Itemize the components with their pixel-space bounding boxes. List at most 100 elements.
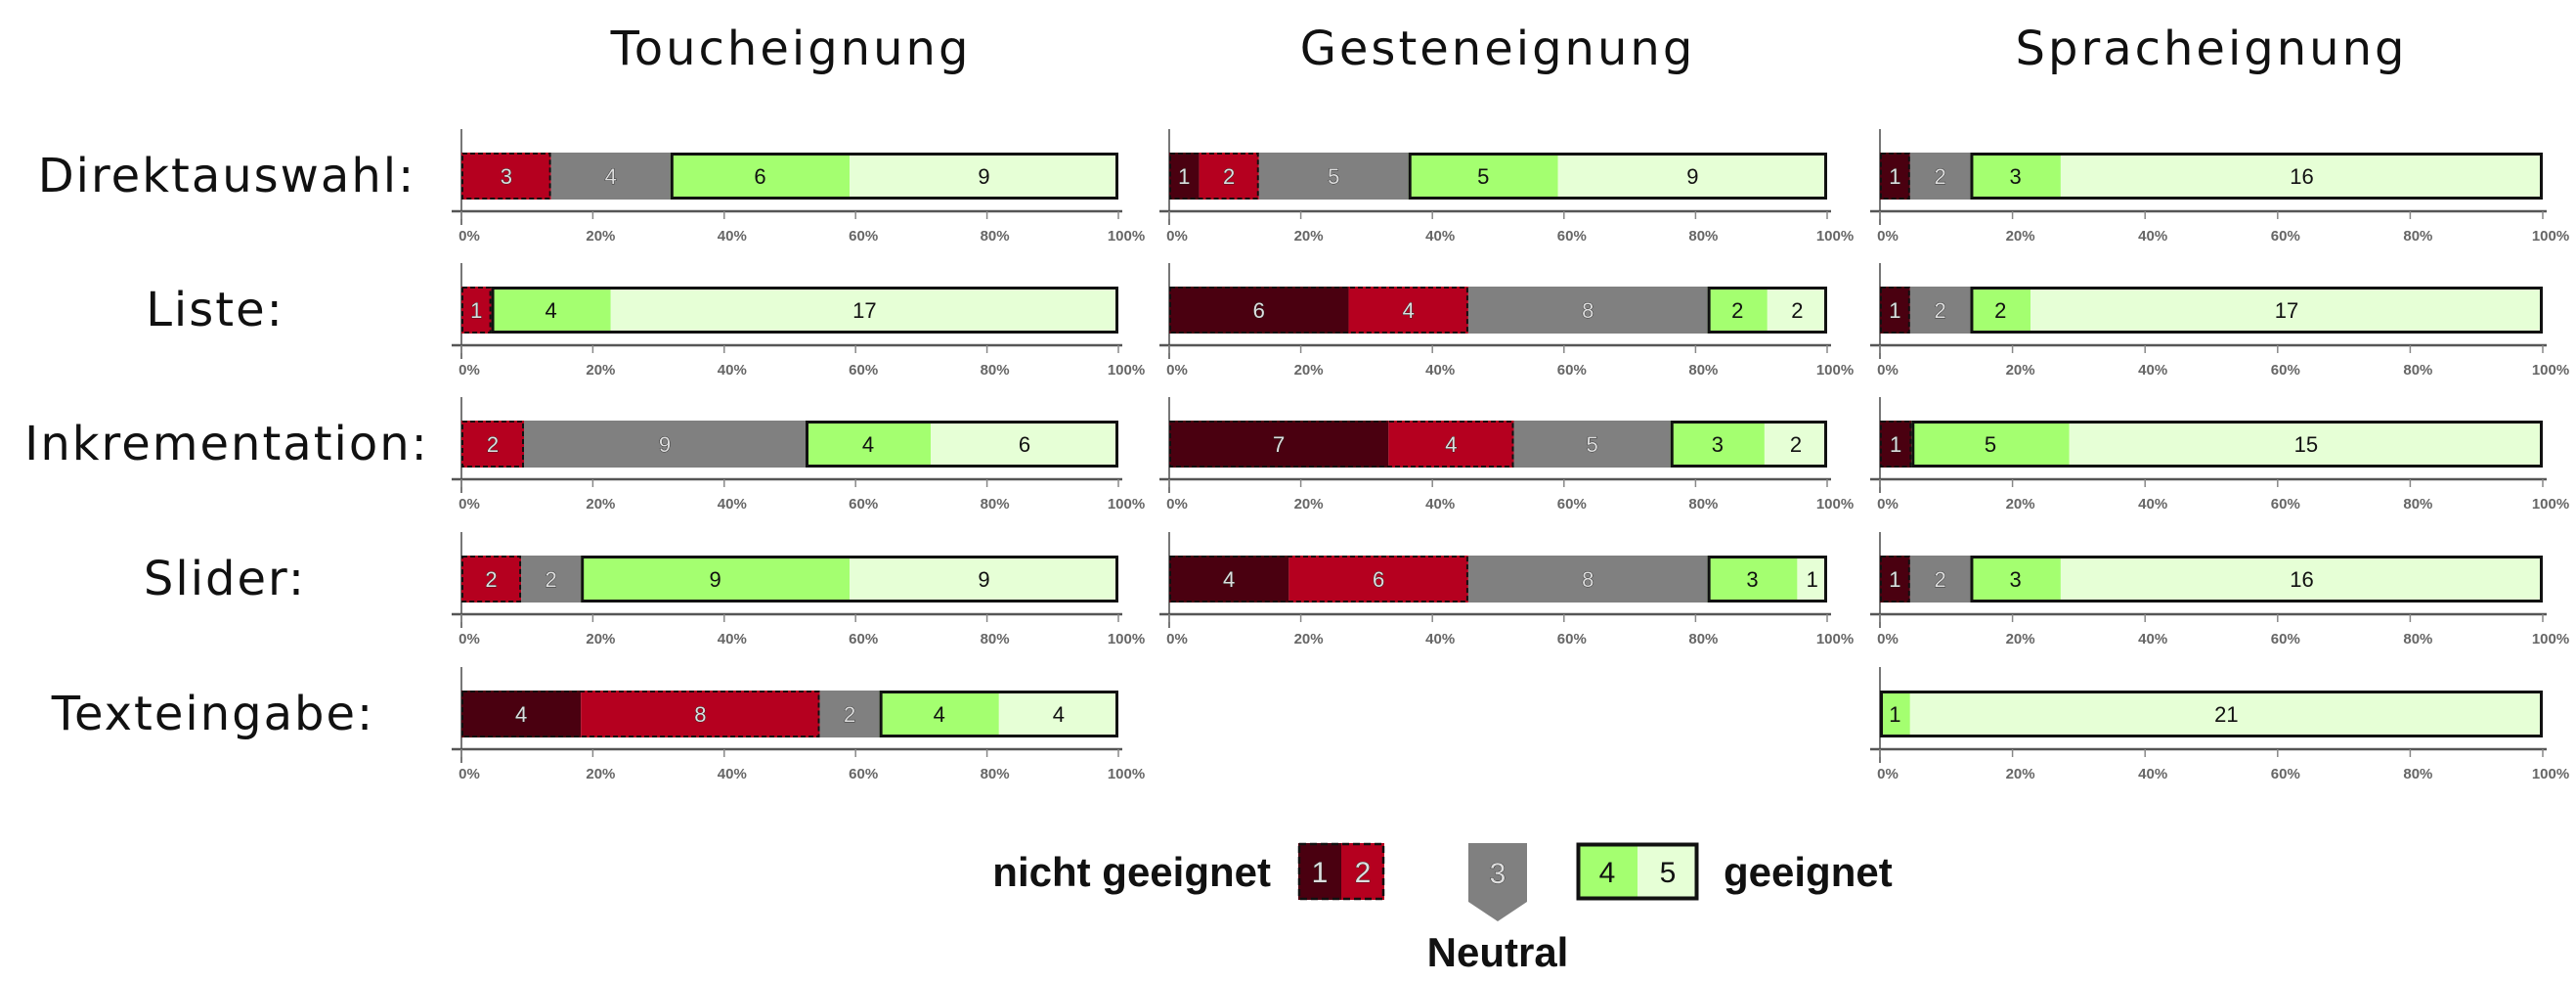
bar-segment	[1169, 287, 1349, 334]
x-tick-label: 0%	[1877, 362, 1899, 379]
negative-group-outline	[461, 153, 551, 200]
bar-segment	[1970, 556, 2061, 603]
x-tick-label: 0%	[1877, 631, 1899, 647]
panel: 0% 20% 40% 60% 80% 100% 4 8 2 4 4	[452, 667, 1145, 782]
data-label: 17	[852, 298, 876, 323]
x-tick-label: 100%	[1108, 766, 1145, 782]
negative-group-outline	[461, 556, 522, 603]
x-tick-label: 20%	[1294, 496, 1324, 513]
data-label: 17	[2275, 298, 2298, 323]
positive-group-outline	[1707, 556, 1827, 603]
bar-segment	[670, 153, 851, 200]
x-tick-label: 100%	[1816, 362, 1854, 379]
row-label: Direktauswahl:	[38, 149, 416, 203]
bar-segment	[550, 153, 671, 200]
row-label: Texteingabe:	[51, 687, 374, 741]
data-label: 21	[2214, 702, 2238, 727]
bar-segment	[850, 153, 1118, 200]
x-tick-label: 20%	[1294, 362, 1324, 379]
x-tick-label: 40%	[718, 631, 747, 647]
legend-swatches: 1 2 4 5 3	[1297, 842, 1699, 921]
data-label: 2	[1935, 298, 1946, 323]
bar-segment	[461, 287, 492, 334]
bar-segment	[1880, 556, 1910, 603]
positive-group-outline	[1880, 691, 2543, 737]
bar-segment	[1557, 153, 1827, 200]
data-label: 2	[487, 432, 499, 457]
positive-group-outline	[491, 287, 1118, 334]
data-label: 3	[2010, 164, 2022, 189]
bar-segment	[1797, 556, 1827, 603]
data-label: 1	[1889, 164, 1900, 189]
data-label: 15	[2294, 432, 2318, 457]
negative-group-outline	[461, 691, 820, 737]
bar-segment	[1707, 556, 1798, 603]
data-label: 4	[546, 298, 557, 323]
panel: 0% 20% 40% 60% 80% 100% 1 21	[1870, 667, 2569, 782]
x-tick-label: 40%	[718, 228, 747, 245]
bar-segment	[1880, 153, 1910, 200]
x-tick-label: 0%	[458, 496, 480, 513]
bar-segment	[850, 556, 1118, 603]
x-tick-label: 80%	[981, 631, 1010, 647]
bar-segment	[806, 421, 931, 468]
data-label: 9	[710, 567, 721, 592]
data-label: 2	[844, 702, 855, 727]
bar-segment	[2060, 556, 2543, 603]
row-labels: Direktauswahl: Liste: Inkrementation: Slide…	[24, 149, 427, 741]
data-label: 3	[1746, 567, 1758, 592]
x-tick-label: 20%	[2006, 228, 2035, 245]
bar-segment	[1911, 421, 2070, 468]
bar-segment	[461, 421, 524, 468]
data-label: 4	[934, 702, 945, 727]
x-tick-label: 40%	[1425, 228, 1455, 245]
data-label: 4	[1445, 432, 1457, 457]
x-tick-label: 60%	[2271, 228, 2300, 245]
data-label: 2	[1935, 164, 1946, 189]
data-label: 4	[862, 432, 874, 457]
negative-group-outline	[1880, 556, 1910, 603]
data-label: 2	[485, 567, 497, 592]
x-tick-label: 0%	[1166, 228, 1188, 245]
data-label: 6	[754, 164, 765, 189]
x-tick-label: 100%	[1108, 496, 1145, 513]
bar-segment	[931, 421, 1118, 468]
bar-segment	[1970, 153, 2061, 200]
data-label: 1	[1889, 567, 1900, 592]
x-tick-label: 100%	[1816, 228, 1854, 245]
panels: 0% 20% 40% 60% 80% 100%3 4 6 90% 20% 40% 60% 80% 100%…	[452, 129, 2569, 782]
legend-neutral-swatch	[1468, 843, 1527, 921]
bar-segment	[1670, 421, 1765, 468]
data-label: 8	[694, 702, 706, 727]
x-tick-label: 80%	[1688, 631, 1718, 647]
x-tick-label: 80%	[1688, 362, 1718, 379]
panel: 0% 20% 40% 60% 80% 100% 6 4 8 2 2	[1159, 263, 1854, 379]
x-tick-label: 100%	[2532, 362, 2569, 379]
x-tick-label: 40%	[2138, 228, 2167, 245]
x-tick-label: 60%	[849, 766, 878, 782]
positive-group-outline	[1970, 287, 2544, 334]
x-tick-label: 20%	[586, 228, 615, 245]
bar-segment	[1169, 153, 1200, 200]
legend-key-label: 3	[1490, 858, 1506, 890]
positive-group-outline	[581, 556, 1118, 603]
bar-segment	[1513, 421, 1671, 468]
panel: 0% 20% 40% 60% 80% 100% 1 2 2 17	[1870, 263, 2569, 379]
data-label: 7	[1273, 432, 1285, 457]
bar-segment	[2030, 287, 2543, 334]
bar-segment	[1467, 287, 1708, 334]
bar-segment	[1388, 421, 1514, 468]
x-tick-label: 20%	[586, 766, 615, 782]
positive-group-outline	[1911, 421, 2544, 468]
legend-key-label: 1	[1312, 857, 1329, 889]
panel: 0% 20% 40% 60% 80% 100% 4 6 8 3 1	[1159, 532, 1854, 647]
data-label: 6	[1373, 567, 1384, 592]
bar-segment	[1970, 287, 2031, 334]
legend-key-label: 4	[1599, 857, 1616, 889]
bar-segment	[1169, 421, 1389, 468]
x-tick-label: 40%	[2138, 496, 2167, 513]
x-tick-label: 80%	[1688, 496, 1718, 513]
legend-neutral-label: Neutral	[1427, 929, 1569, 975]
legend-swatch	[1298, 843, 1341, 900]
data-label: 4	[605, 164, 617, 189]
